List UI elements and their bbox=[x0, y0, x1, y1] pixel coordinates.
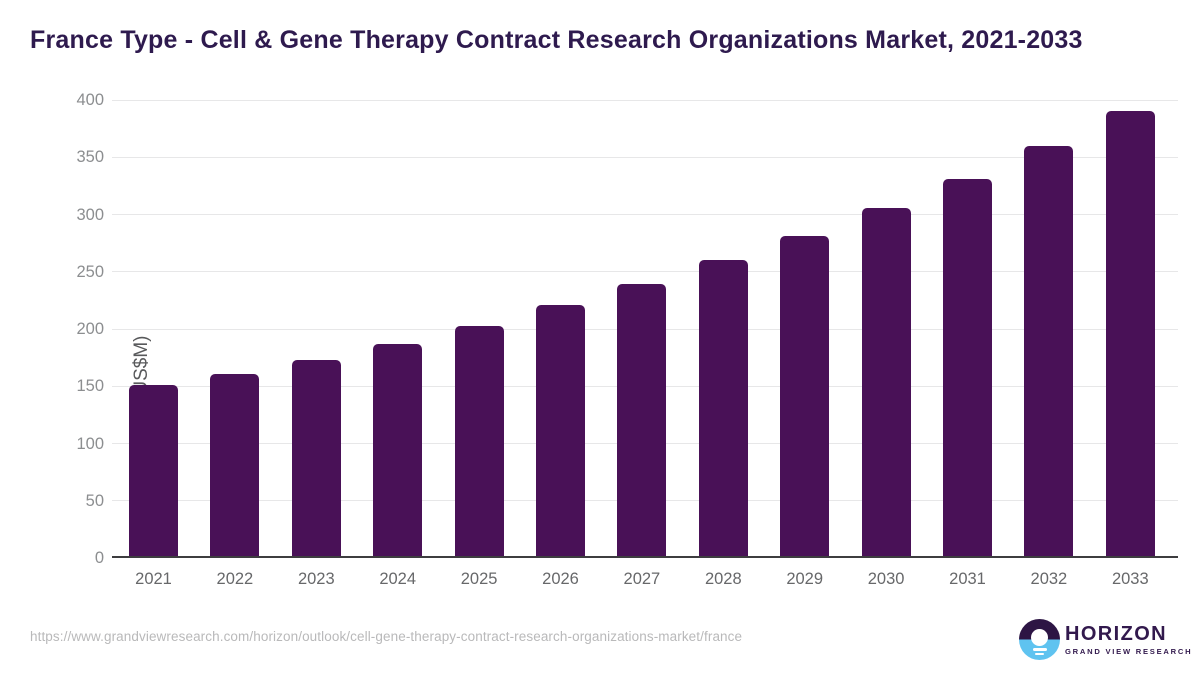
bar-2021 bbox=[129, 385, 178, 558]
horizon-sunrise-icon bbox=[1019, 619, 1060, 660]
gridline bbox=[112, 271, 1178, 273]
bar-2027 bbox=[617, 284, 667, 558]
bar-2028 bbox=[698, 260, 748, 558]
gridline bbox=[112, 99, 1178, 101]
y-tick-label: 400 bbox=[76, 91, 104, 109]
x-tick-label: 2031 bbox=[949, 570, 986, 588]
chart-title: France Type - Cell & Gene Therapy Contra… bbox=[30, 26, 1083, 54]
gridline bbox=[112, 214, 1178, 215]
bar-2023 bbox=[291, 359, 341, 558]
logo-brand-name: HORIZON bbox=[1065, 622, 1168, 645]
x-tick-label: 2024 bbox=[379, 570, 417, 588]
bar-2026 bbox=[536, 304, 585, 558]
water-reflection-icon bbox=[1032, 648, 1047, 651]
bar-2029 bbox=[780, 236, 830, 558]
x-tick-label: 2025 bbox=[460, 570, 498, 588]
x-tick-label: 2022 bbox=[216, 570, 254, 588]
x-tick-label: 2029 bbox=[786, 570, 824, 588]
sun-icon bbox=[1031, 629, 1048, 646]
horizon-logo: HORIZON GRAND VIEW RESEARCH bbox=[1019, 619, 1192, 660]
bar-2022 bbox=[210, 373, 260, 558]
x-tick-label: 2033 bbox=[1111, 570, 1149, 588]
bar-2030 bbox=[861, 207, 911, 558]
bar-2024 bbox=[373, 343, 423, 558]
y-tick-label: 350 bbox=[76, 148, 104, 167]
x-tick-label: 2032 bbox=[1030, 570, 1068, 588]
y-tick-label: 200 bbox=[76, 320, 104, 338]
y-tick-label: 100 bbox=[76, 434, 104, 453]
bar-2031 bbox=[943, 179, 992, 558]
x-tick-label: 2023 bbox=[297, 570, 335, 588]
bar-2025 bbox=[454, 325, 504, 558]
gridline bbox=[112, 156, 1178, 158]
logo-company-name: GRAND VIEW RESEARCH bbox=[1065, 646, 1193, 656]
x-tick-label: 2027 bbox=[623, 570, 661, 588]
y-tick-label: 300 bbox=[76, 205, 104, 224]
water-reflection-icon bbox=[1035, 652, 1044, 655]
bar-2032 bbox=[1024, 145, 1074, 558]
x-tick-label: 2026 bbox=[542, 570, 579, 588]
bar-2033 bbox=[1105, 111, 1155, 558]
x-axis-line bbox=[112, 556, 1178, 558]
x-tick-label: 2028 bbox=[704, 570, 742, 588]
y-tick-label: 150 bbox=[76, 377, 104, 396]
x-tick-label: 2021 bbox=[135, 570, 172, 588]
x-tick-label: 2030 bbox=[867, 570, 905, 588]
source-url: https://www.grandviewresearch.com/horizo… bbox=[30, 629, 743, 644]
plot-area: Market Size (US$M) 050100150200250300350… bbox=[76, 91, 1178, 588]
y-tick-label: 50 bbox=[85, 491, 104, 510]
y-tick-label: 0 bbox=[94, 549, 104, 567]
y-tick-label: 250 bbox=[76, 262, 104, 281]
logo-text: HORIZON GRAND VIEW RESEARCH bbox=[1065, 622, 1193, 656]
